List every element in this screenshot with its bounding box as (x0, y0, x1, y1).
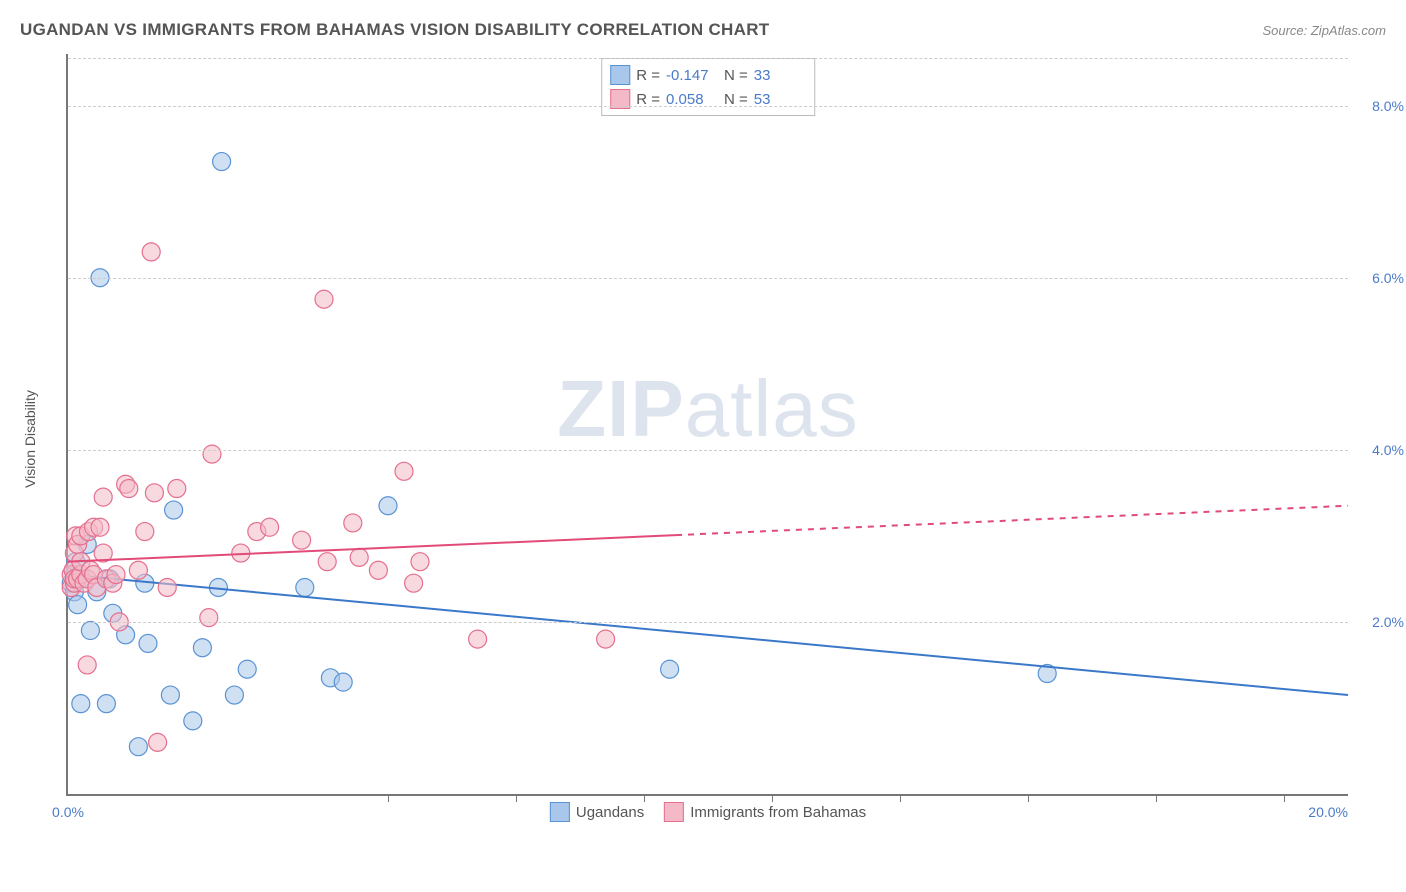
grid-line (68, 106, 1348, 107)
legend-label: Ugandans (576, 804, 644, 821)
data-point (213, 153, 231, 171)
r-label: R = (636, 67, 660, 84)
grid-line (68, 450, 1348, 451)
stats-row: R =0.058N =53 (610, 87, 806, 111)
data-point (145, 484, 163, 502)
x-tick (1028, 794, 1029, 802)
x-tick (1156, 794, 1157, 802)
y-tick-label: 6.0% (1354, 270, 1404, 286)
chart-header: UGANDAN VS IMMIGRANTS FROM BAHAMAS VISIO… (20, 20, 1386, 40)
source-name: ZipAtlas.com (1311, 23, 1386, 38)
x-tick (772, 794, 773, 802)
y-tick-label: 4.0% (1354, 442, 1404, 458)
x-tick-label: 0.0% (52, 804, 84, 820)
r-value: -0.147 (666, 67, 718, 84)
legend-swatch (610, 65, 630, 85)
x-tick (388, 794, 389, 802)
data-point (296, 578, 314, 596)
data-point (78, 656, 96, 674)
x-tick (900, 794, 901, 802)
grid-line (68, 622, 1348, 623)
data-point (334, 673, 352, 691)
chart-area: Vision Disability ZIPatlas R =-0.147N =3… (20, 44, 1386, 834)
data-point (261, 518, 279, 536)
chart-title: UGANDAN VS IMMIGRANTS FROM BAHAMAS VISIO… (20, 20, 769, 40)
legend-swatch (664, 802, 684, 822)
data-point (184, 712, 202, 730)
data-point (597, 630, 615, 648)
stats-legend-box: R = -0.147 N = 33 R =0.058N =53 (601, 58, 815, 116)
data-point (469, 630, 487, 648)
data-point (129, 561, 147, 579)
data-point (379, 497, 397, 515)
data-point (369, 561, 387, 579)
data-point (139, 634, 157, 652)
data-point (129, 738, 147, 756)
data-point (72, 695, 90, 713)
data-point (120, 480, 138, 498)
legend-item: Immigrants from Bahamas (664, 802, 866, 822)
data-point (318, 553, 336, 571)
y-tick-label: 8.0% (1354, 98, 1404, 114)
legend-item: Ugandans (550, 802, 644, 822)
source-prefix: Source: (1262, 23, 1310, 38)
chart-source: Source: ZipAtlas.com (1262, 23, 1386, 38)
x-tick (516, 794, 517, 802)
data-point (94, 488, 112, 506)
data-point (107, 566, 125, 584)
stats-row: R = -0.147 N = 33 (610, 63, 806, 87)
data-point (405, 574, 423, 592)
y-axis-label: Vision Disability (22, 390, 38, 488)
data-point (661, 660, 679, 678)
grid-line (68, 58, 1348, 59)
data-point (136, 523, 154, 541)
data-point (293, 531, 311, 549)
n-label: N = (724, 67, 748, 84)
data-point (411, 553, 429, 571)
y-tick-label: 2.0% (1354, 614, 1404, 630)
data-point (161, 686, 179, 704)
data-point (350, 548, 368, 566)
data-point (395, 462, 413, 480)
plot-region: ZIPatlas R =-0.147N =33R =0.058N =53 Uga… (66, 54, 1348, 796)
trend-line-dashed (676, 506, 1348, 535)
data-point (168, 480, 186, 498)
data-point (165, 501, 183, 519)
data-point (97, 695, 115, 713)
data-point (69, 596, 87, 614)
data-point (91, 518, 109, 536)
data-point (149, 733, 167, 751)
x-tick (1284, 794, 1285, 802)
data-point (315, 290, 333, 308)
data-point (158, 578, 176, 596)
data-point (238, 660, 256, 678)
legend-label: Immigrants from Bahamas (690, 804, 866, 821)
trend-line (68, 575, 1348, 695)
data-point (200, 609, 218, 627)
data-point (142, 243, 160, 261)
grid-line (68, 278, 1348, 279)
data-point (344, 514, 362, 532)
data-point (81, 622, 99, 640)
data-point (203, 445, 221, 463)
bottom-legend: Ugandans Immigrants from Bahamas (550, 802, 866, 822)
legend-swatch (550, 802, 570, 822)
data-point (193, 639, 211, 657)
x-tick-label: 20.0% (1308, 804, 1348, 820)
data-point (225, 686, 243, 704)
n-value: 33 (754, 67, 806, 84)
plot-svg (68, 54, 1348, 794)
x-tick (644, 794, 645, 802)
trend-line (68, 535, 676, 562)
